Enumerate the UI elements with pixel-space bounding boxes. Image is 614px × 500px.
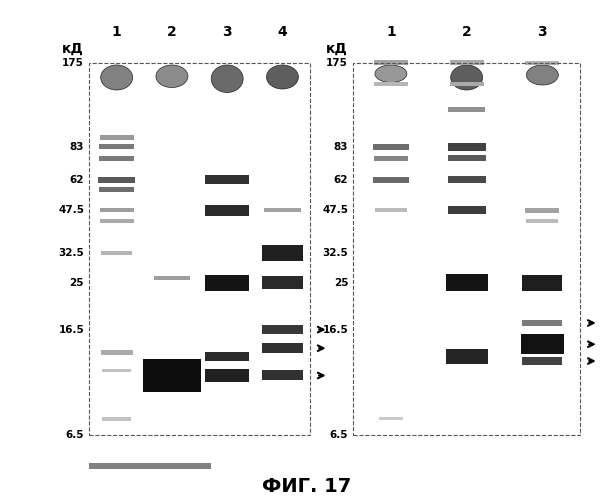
Text: 25: 25 [333, 278, 348, 287]
Bar [373, 144, 409, 150]
Bar [379, 418, 403, 420]
Text: 83: 83 [69, 142, 84, 152]
Bar [205, 274, 249, 290]
Bar [99, 187, 134, 192]
Text: 32.5: 32.5 [322, 248, 348, 258]
Text: 47.5: 47.5 [58, 205, 84, 215]
Bar [353, 62, 580, 435]
Bar [523, 320, 562, 326]
Bar [205, 352, 249, 361]
Bar [89, 62, 310, 435]
Bar [448, 206, 486, 214]
Ellipse shape [211, 65, 243, 92]
Text: 2: 2 [462, 24, 472, 38]
Text: 1: 1 [112, 24, 122, 38]
Bar [262, 325, 303, 334]
Bar [89, 463, 211, 469]
Bar [99, 156, 134, 161]
Text: 62: 62 [333, 175, 348, 185]
Bar [262, 370, 303, 380]
Bar [526, 60, 559, 64]
Bar [262, 276, 303, 289]
Bar [375, 208, 407, 212]
Text: 175: 175 [62, 58, 84, 68]
Bar [446, 274, 488, 291]
Text: 6.5: 6.5 [330, 430, 348, 440]
Bar [99, 144, 134, 150]
Text: 3: 3 [222, 24, 232, 38]
Ellipse shape [266, 65, 298, 89]
Ellipse shape [451, 65, 483, 90]
Bar [99, 208, 134, 212]
Bar [523, 358, 562, 365]
Bar [143, 359, 201, 392]
Bar [147, 362, 196, 389]
Text: 1: 1 [386, 24, 396, 38]
Bar [446, 349, 488, 364]
Ellipse shape [375, 65, 407, 82]
Bar [448, 108, 485, 112]
Bar [373, 177, 409, 183]
Bar [205, 369, 249, 382]
Bar [154, 276, 190, 280]
Bar [449, 60, 484, 64]
Bar [374, 60, 408, 64]
Bar [99, 220, 134, 224]
Bar [374, 82, 408, 86]
Bar [205, 176, 249, 184]
Bar [205, 204, 249, 216]
Bar [262, 245, 303, 261]
Text: 16.5: 16.5 [58, 324, 84, 334]
Text: 6.5: 6.5 [66, 430, 84, 440]
Text: 16.5: 16.5 [322, 324, 348, 334]
Bar [101, 350, 133, 355]
Text: 4: 4 [278, 24, 287, 38]
Bar [353, 62, 580, 435]
Text: 2: 2 [167, 24, 177, 38]
Bar [448, 156, 486, 162]
Text: 3: 3 [537, 24, 547, 38]
Bar [448, 176, 486, 184]
Bar [526, 220, 558, 224]
Text: 175: 175 [326, 58, 348, 68]
Text: 32.5: 32.5 [58, 248, 84, 258]
Text: 47.5: 47.5 [322, 205, 348, 215]
Bar [102, 368, 131, 372]
Ellipse shape [101, 65, 133, 90]
Bar [264, 208, 301, 212]
Bar [521, 334, 564, 354]
Bar [102, 417, 131, 420]
Ellipse shape [526, 65, 558, 85]
Bar [526, 208, 559, 212]
Text: кД: кД [61, 42, 84, 56]
Bar [523, 274, 562, 290]
Bar [448, 143, 486, 150]
Text: 62: 62 [69, 175, 84, 185]
Text: кД: кД [325, 42, 348, 56]
Ellipse shape [156, 65, 188, 88]
Text: 25: 25 [69, 278, 84, 287]
Bar [101, 251, 132, 255]
Bar [98, 177, 135, 183]
Bar [99, 136, 134, 140]
Bar [374, 156, 408, 161]
Bar [262, 343, 303, 353]
Bar [449, 82, 484, 86]
Text: ФИГ. 17: ФИГ. 17 [262, 476, 352, 496]
Bar [89, 62, 310, 435]
Text: 83: 83 [333, 142, 348, 152]
